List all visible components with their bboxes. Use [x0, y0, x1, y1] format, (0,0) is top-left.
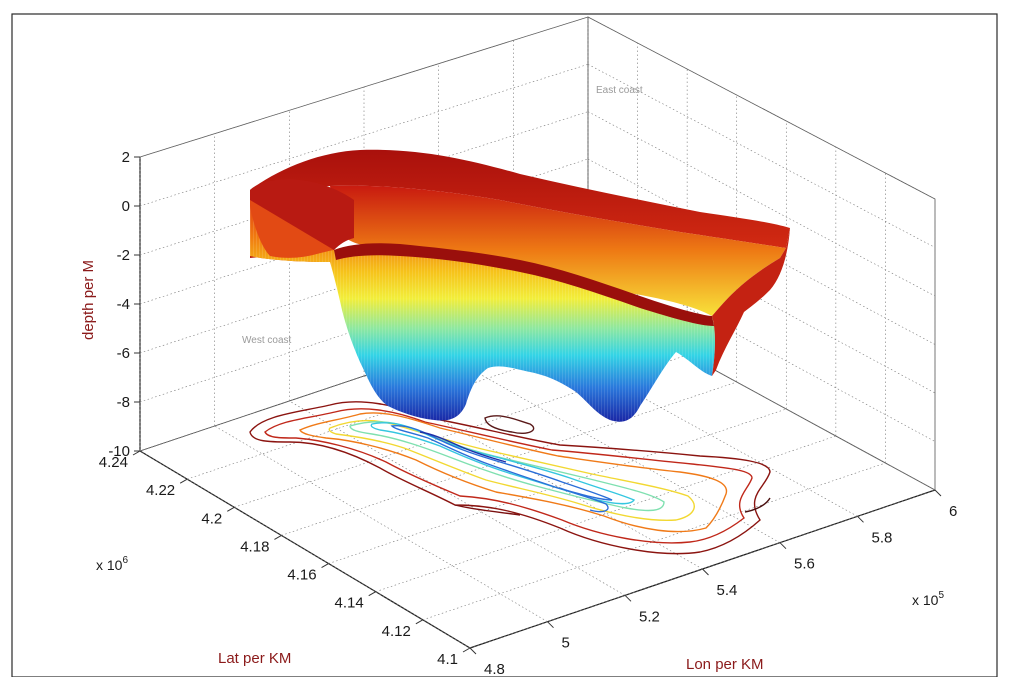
y-tick-mark — [321, 563, 329, 569]
grid-z-right — [587, 64, 936, 248]
x-axis-ticks: 4.8 5 5.2 5.4 5.6 5.8 6 — [469, 489, 957, 677]
contour-8 — [419, 431, 507, 463]
z-tick-label: -6 — [117, 345, 130, 362]
x-tick-label: 6 — [949, 503, 957, 520]
y-tick-mark — [368, 591, 376, 597]
contour-2 — [264, 408, 753, 544]
grid-lat-floor — [328, 408, 787, 564]
y-tick-label: 4.14 — [335, 595, 364, 612]
y-tick-mark — [179, 478, 188, 484]
surface-front-texture — [250, 206, 715, 422]
y-tick-label: 4.22 — [146, 482, 175, 499]
grid-z-right — [587, 16, 936, 200]
surface-right-wall — [712, 228, 790, 376]
grid-lon-floor — [139, 450, 471, 649]
x-tick-mark — [702, 568, 709, 576]
y-tick-label: 4.12 — [382, 623, 411, 640]
z-tick-label: -2 — [117, 247, 130, 264]
contour-nub — [744, 497, 771, 513]
grid-z-right — [587, 300, 936, 491]
x-tick-mark — [547, 621, 554, 629]
surface-inner — [330, 185, 786, 316]
z-tick-label: -4 — [117, 296, 130, 313]
y-tick-label: 4.24 — [99, 454, 128, 471]
contour-tail — [454, 504, 521, 516]
x-axis-title: Lon per KM — [686, 656, 764, 673]
grid-lat-floor — [375, 435, 836, 592]
x-multiplier: x 105 — [912, 590, 944, 608]
z-axis-title: depth per M — [80, 260, 97, 340]
z-tick-label: -10 — [108, 443, 130, 460]
x-tick-label: 5 — [562, 635, 570, 652]
x-tick-mark — [934, 489, 942, 497]
y-axis-title: Lat per KM — [218, 650, 291, 667]
grid-lon-floor — [438, 350, 781, 543]
grid-lon-floor — [513, 325, 858, 517]
z-axis-ticks: 2 0 -2 -4 -6 -8 -10 — [108, 149, 140, 460]
y-tick-label: 4.2 — [201, 510, 222, 527]
contour-7 — [390, 425, 613, 501]
x-tick-label: 5.6 — [794, 556, 815, 573]
x-tick-mark — [779, 542, 787, 550]
grid-lon-floor — [289, 400, 626, 596]
z-tick-label: 0 — [122, 198, 130, 215]
z-tick-label: -8 — [117, 394, 130, 411]
y-tick-mark — [462, 647, 471, 653]
annotation-east-coast: East coast — [596, 85, 643, 96]
y-tick-mark — [227, 506, 235, 512]
y-tick-label: 4.18 — [240, 538, 269, 555]
x-tick-label: 5.4 — [717, 582, 738, 599]
contour-island — [484, 415, 535, 434]
x-tick-label: 5.2 — [639, 608, 660, 625]
y-tick-label: 4.1 — [437, 651, 458, 668]
x-tick-mark — [857, 515, 864, 523]
contour-4 — [328, 419, 695, 522]
surface-3d — [250, 149, 790, 422]
grid-lat-floor — [281, 381, 737, 536]
x-tick-mark — [469, 647, 477, 655]
figure-border — [11, 13, 998, 677]
contour-3 — [299, 412, 728, 533]
y-tick-mark — [132, 450, 141, 456]
grid-lat-floor — [422, 462, 886, 621]
annotation-west-coast: West coast — [242, 335, 291, 346]
y-tick-mark — [415, 619, 424, 625]
y-multiplier: x 106 — [96, 555, 128, 573]
x-tick-label: 4.8 — [484, 661, 505, 677]
z-tick-label: 2 — [122, 149, 130, 166]
grid-lon-floor — [214, 425, 548, 622]
grid-z-right — [587, 111, 936, 297]
x-tick-label: 5.8 — [872, 529, 893, 546]
y-axis-ticks: 4.1 4.12 4.14 4.16 4.18 4.2 4.22 4.24 — [99, 450, 471, 668]
x-tick-mark — [624, 594, 632, 602]
grid-z-right — [587, 253, 936, 442]
grid-z-right — [587, 206, 936, 394]
surface-far-wall — [250, 149, 790, 248]
contour-9 — [559, 487, 609, 513]
surface-front-rim — [334, 243, 714, 326]
y-tick-mark — [274, 534, 282, 540]
surface-left-block-face — [250, 200, 334, 262]
y-tick-label: 4.16 — [287, 567, 316, 584]
